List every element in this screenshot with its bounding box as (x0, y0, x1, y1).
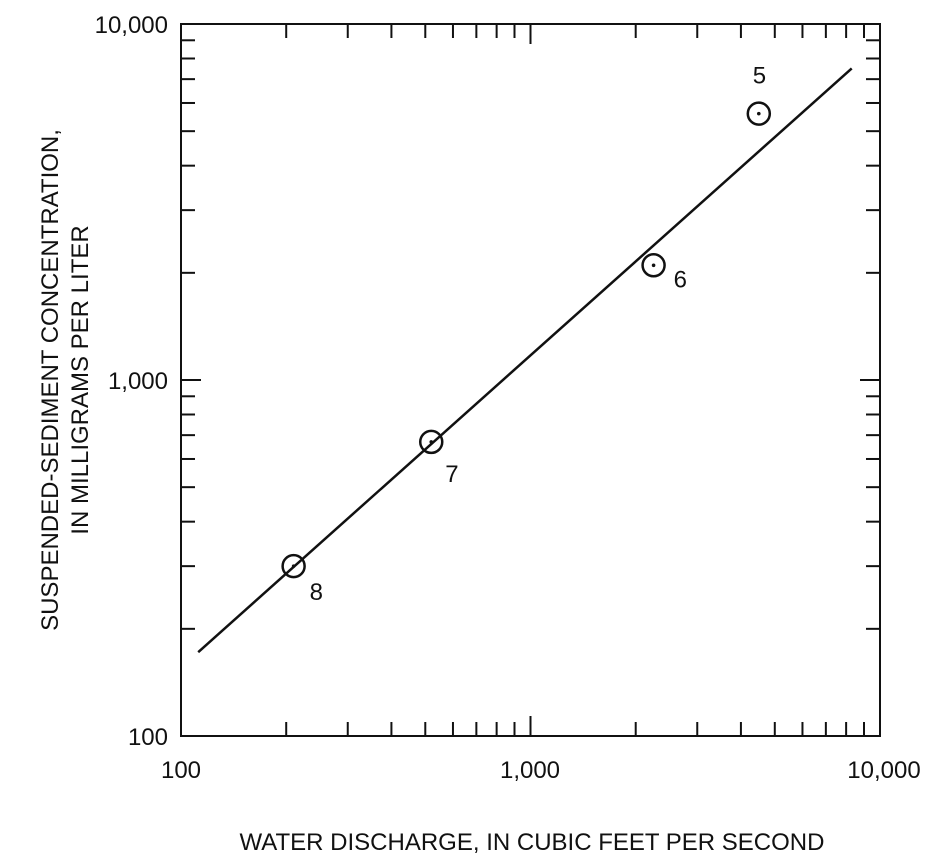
data-point-center (429, 440, 434, 444)
y-axis-label-line1: SUSPENDED-SEDIMENT CONCENTRATION, (37, 129, 64, 631)
x-tick-label: 1,000 (500, 757, 560, 784)
regression-line (197, 67, 853, 654)
y-tick-label: 100 (128, 724, 168, 751)
data-point-center (756, 111, 761, 116)
y-tick-label: 1,000 (108, 368, 168, 395)
data-point-center (651, 263, 656, 268)
axis-ticks (180, 23, 881, 737)
data-point-label: 5 (753, 63, 766, 90)
data-point-label: 8 (310, 579, 323, 606)
data-point-label: 7 (445, 461, 458, 488)
data-point-marker (641, 253, 666, 278)
data-point-marker (418, 429, 444, 455)
data-point-center (291, 564, 296, 568)
data-point-marker (281, 553, 306, 579)
x-tick-label: 100 (161, 757, 201, 784)
x-axis-label: WATER DISCHARGE, IN CUBIC FEET PER SECON… (240, 829, 825, 856)
y-tick-label: 10,000 (95, 12, 168, 39)
data-point-label: 6 (674, 266, 687, 293)
data-points: 5 6 7 8 (281, 63, 772, 606)
y-axis-label-line2: IN MILLIGRAMS PER LITER (67, 225, 94, 534)
data-point-marker (746, 101, 772, 126)
plot-frame (180, 23, 881, 737)
y-axis-label: SUSPENDED-SEDIMENT CONCENTRATION, IN MIL… (37, 129, 94, 631)
x-tick-label: 10,000 (847, 757, 920, 784)
